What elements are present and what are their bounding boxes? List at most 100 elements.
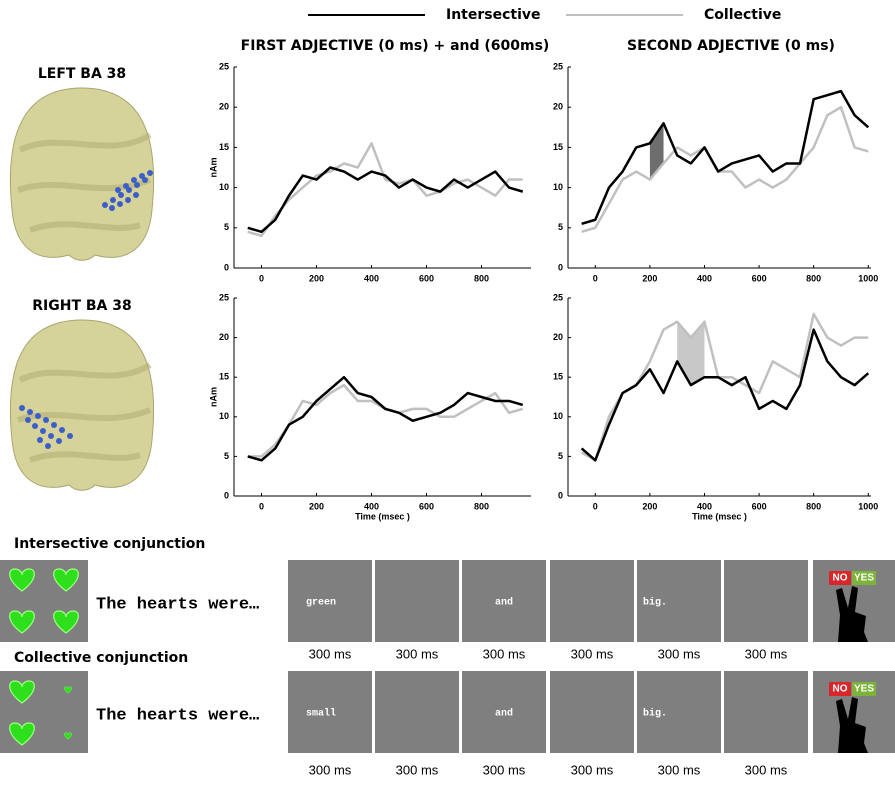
legend-label: Intersective bbox=[446, 7, 541, 23]
series-line bbox=[581, 105, 869, 234]
duration-label: 300 ms bbox=[309, 646, 352, 661]
condition-title: Intersective conjunction bbox=[14, 536, 205, 552]
duration-label: 300 ms bbox=[745, 646, 788, 661]
x-tick-label: 1000 bbox=[858, 273, 878, 283]
x-tick-label: 200 bbox=[309, 501, 324, 511]
yes-button bbox=[852, 571, 876, 585]
duration-label: 300 ms bbox=[483, 762, 526, 777]
no-label: NO bbox=[833, 684, 848, 695]
y-tick-label: 10 bbox=[553, 182, 563, 192]
x-tick-label: 800 bbox=[474, 273, 489, 283]
x-tick-label: 600 bbox=[419, 273, 434, 283]
stimulus-frame bbox=[550, 671, 634, 753]
stimulus-word: and bbox=[495, 708, 513, 720]
x-tick-label: 400 bbox=[697, 273, 712, 283]
stimulus-frame bbox=[288, 560, 372, 642]
x-tick-label: 800 bbox=[474, 501, 489, 511]
x-tick-label: 600 bbox=[752, 273, 767, 283]
stimulus-word: green bbox=[306, 598, 336, 609]
y-tick-label: 0 bbox=[224, 262, 229, 272]
stimulus-frame bbox=[462, 560, 546, 642]
y-tick-label: 5 bbox=[224, 451, 229, 461]
stimulus-word: big. bbox=[643, 708, 667, 720]
row-label: LEFT BA 38 bbox=[38, 66, 126, 82]
y-tick-label: 5 bbox=[558, 451, 563, 461]
y-tick-label: 25 bbox=[553, 292, 563, 302]
y-tick-label: 20 bbox=[219, 102, 229, 112]
stimulus-frame bbox=[288, 671, 372, 753]
y-tick-label: 0 bbox=[558, 262, 563, 272]
x-tick-label: 800 bbox=[806, 273, 821, 283]
duration-label: 300 ms bbox=[571, 762, 614, 777]
y-tick-label: 10 bbox=[219, 411, 229, 421]
stimulus-frame bbox=[724, 671, 808, 753]
y-tick-label: 15 bbox=[219, 372, 229, 382]
series-line bbox=[247, 166, 524, 234]
y-tick-label: 20 bbox=[553, 102, 563, 112]
stimulus-word: big. bbox=[643, 597, 667, 609]
condition-title: Collective conjunction bbox=[14, 650, 188, 666]
yes-label: YES bbox=[854, 573, 874, 584]
x-axis-label: Time (msec ) bbox=[692, 511, 747, 521]
duration-label: 300 ms bbox=[658, 646, 701, 661]
y-tick-label: 25 bbox=[219, 292, 229, 302]
x-tick-label: 600 bbox=[419, 501, 434, 511]
x-tick-label: 0 bbox=[259, 501, 264, 511]
x-tick-label: 1000 bbox=[858, 501, 878, 511]
brain-image bbox=[9, 87, 155, 261]
y-tick-label: 15 bbox=[219, 142, 229, 152]
hand bbox=[836, 697, 868, 753]
series-line bbox=[580, 328, 870, 462]
duration-label: 300 ms bbox=[396, 762, 439, 777]
yes-label: YES bbox=[854, 684, 874, 695]
x-tick-label: 200 bbox=[642, 273, 657, 283]
no-button bbox=[829, 571, 851, 585]
x-tick-label: 400 bbox=[697, 501, 712, 511]
y-tick-label: 20 bbox=[553, 332, 563, 342]
series-line bbox=[581, 312, 869, 462]
x-tick-label: 600 bbox=[752, 501, 767, 511]
y-tick-label: 15 bbox=[553, 372, 563, 382]
x-tick-label: 200 bbox=[642, 501, 657, 511]
y-axis-label: nAm bbox=[208, 387, 218, 407]
sentence: The hearts were… bbox=[96, 706, 259, 725]
hand bbox=[836, 586, 868, 642]
stimulus-frame bbox=[637, 671, 721, 753]
stimulus-frame bbox=[375, 671, 459, 753]
column-title: SECOND ADJECTIVE (0 ms) bbox=[627, 38, 835, 54]
series-line bbox=[247, 375, 524, 462]
yes-button bbox=[852, 682, 876, 696]
column-title: FIRST ADJECTIVE (0 ms) + and (600ms) bbox=[241, 38, 550, 54]
brain-image bbox=[9, 319, 155, 491]
duration-label: 300 ms bbox=[483, 646, 526, 661]
x-tick-label: 0 bbox=[593, 273, 598, 283]
y-tick-label: 10 bbox=[553, 411, 563, 421]
duration-label: 300 ms bbox=[571, 646, 614, 661]
duration-label: 300 ms bbox=[745, 762, 788, 777]
duration-label: 300 ms bbox=[396, 646, 439, 661]
row-label: RIGHT BA 38 bbox=[32, 298, 131, 314]
legend-label: Collective bbox=[704, 7, 781, 23]
stimulus-frame bbox=[462, 671, 546, 753]
x-tick-label: 400 bbox=[364, 273, 379, 283]
stimulus-frame bbox=[375, 560, 459, 642]
y-tick-label: 25 bbox=[219, 61, 229, 71]
difference-shade bbox=[649, 123, 664, 180]
x-tick-label: 0 bbox=[593, 501, 598, 511]
series-line bbox=[581, 89, 870, 225]
x-tick-label: 400 bbox=[364, 501, 379, 511]
y-tick-label: 5 bbox=[558, 222, 563, 232]
y-tick-label: 5 bbox=[224, 222, 229, 232]
y-tick-label: 15 bbox=[553, 142, 563, 152]
x-axis-label: Time (msec ) bbox=[355, 511, 410, 521]
duration-label: 300 ms bbox=[309, 762, 352, 777]
y-tick-label: 10 bbox=[219, 182, 229, 192]
duration-label: 300 ms bbox=[658, 762, 701, 777]
no-label: NO bbox=[833, 573, 848, 584]
x-tick-label: 0 bbox=[259, 273, 264, 283]
y-axis-label: nAm bbox=[208, 158, 218, 178]
stimulus-frame bbox=[637, 560, 721, 642]
stimulus-word: small bbox=[306, 708, 336, 720]
